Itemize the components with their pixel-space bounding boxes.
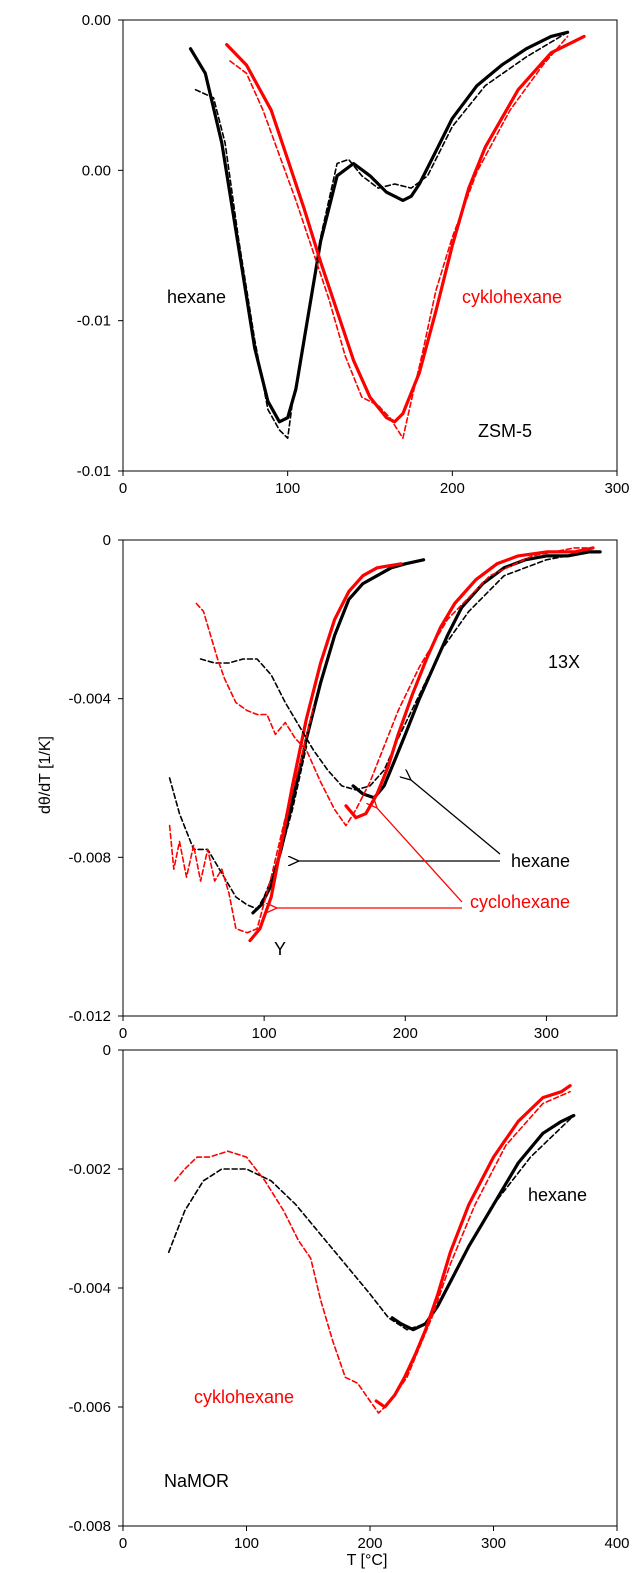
plot-frame-zeolite-13x-y <box>122 539 618 1017</box>
y-tick-label-zsm5: -0.01 <box>77 463 111 480</box>
y-tick-label-namor: -0.006 <box>68 1399 111 1416</box>
annotation-zeolite-13x-y: 13X <box>548 652 580 672</box>
x-tick-label-namor: 200 <box>357 1535 382 1552</box>
y-tick-label-namor: 0 <box>103 1042 111 1059</box>
series-line-zeolite-13x-y-7 <box>344 546 595 820</box>
series-line-zsm5-1 <box>188 30 570 424</box>
x-tick-label-namor: 300 <box>481 1535 506 1552</box>
x-tick-label-zeolite-13x-y: 100 <box>252 1025 277 1042</box>
annotation-namor: hexane <box>528 1185 587 1205</box>
series-line-zsm5-2 <box>194 31 569 440</box>
y-tick-label-zeolite-13x-y: -0.008 <box>68 849 111 866</box>
y-tick-label-zsm5: 0.00 <box>82 162 111 179</box>
x-tick-label-zsm5: 200 <box>440 480 465 497</box>
series-line-namor-4 <box>174 1090 571 1414</box>
series-line-zeolite-13x-y-6 <box>199 551 601 791</box>
x-tick-label-zsm5: 300 <box>604 480 629 497</box>
annotation-zeolite-13x-y: hexane <box>511 851 570 871</box>
series-line-zeolite-13x-y-3 <box>248 562 403 943</box>
y-tick-label-zsm5: -0.01 <box>77 313 111 330</box>
annotation-arrow <box>377 808 463 903</box>
series-line-namor-2 <box>167 1114 575 1331</box>
annotation-zeolite-13x-y: Y <box>274 939 286 959</box>
annotation-arrow <box>411 780 501 855</box>
plot-frame-namor <box>122 1049 618 1527</box>
y-tick-label-namor: -0.002 <box>68 1161 111 1178</box>
series-line-zeolite-13x-y-1 <box>251 558 426 915</box>
series-line-zeolite-13x-y-2 <box>168 745 308 910</box>
annotation-namor: cyklohexane <box>194 1387 294 1407</box>
annotation-zeolite-13x-y: cyclohexane <box>470 892 570 912</box>
annotation-namor: NaMOR <box>164 1471 229 1491</box>
plot-frame-zsm5 <box>122 19 618 472</box>
series-line-zsm5-4 <box>229 35 569 440</box>
x-tick-label-namor: 0 <box>119 1535 127 1552</box>
series-line-zeolite-13x-y-4 <box>168 705 315 934</box>
x-tick-label-zeolite-13x-y: 0 <box>119 1025 127 1042</box>
annotation-zsm5: hexane <box>167 287 226 307</box>
y-tick-label-zeolite-13x-y: -0.012 <box>68 1008 111 1025</box>
y-axis-title: dθ/dT [1/K] <box>37 736 54 814</box>
x-axis-title: T [°C] <box>347 1552 388 1569</box>
y-tick-label-zeolite-13x-y: 0 <box>103 532 111 549</box>
annotation-zsm5: cyklohexane <box>462 287 562 307</box>
annotation-zsm5: ZSM-5 <box>478 421 532 441</box>
series-line-zeolite-13x-y-5 <box>351 550 602 800</box>
x-tick-label-namor: 400 <box>604 1535 629 1552</box>
series-line-zsm5-3 <box>225 34 586 424</box>
y-tick-label-namor: -0.008 <box>68 1518 111 1535</box>
x-tick-label-zeolite-13x-y: 300 <box>534 1025 559 1042</box>
y-tick-label-namor: -0.004 <box>68 1280 111 1297</box>
series-line-zeolite-13x-y-8 <box>195 547 594 827</box>
y-tick-label-zeolite-13x-y: -0.004 <box>68 691 111 708</box>
x-tick-label-namor: 100 <box>234 1535 259 1552</box>
y-tick-label-zsm5: 0.00 <box>82 12 111 29</box>
x-tick-label-zeolite-13x-y: 200 <box>393 1025 418 1042</box>
x-tick-label-zsm5: 100 <box>275 480 300 497</box>
x-tick-label-zsm5: 0 <box>119 480 127 497</box>
